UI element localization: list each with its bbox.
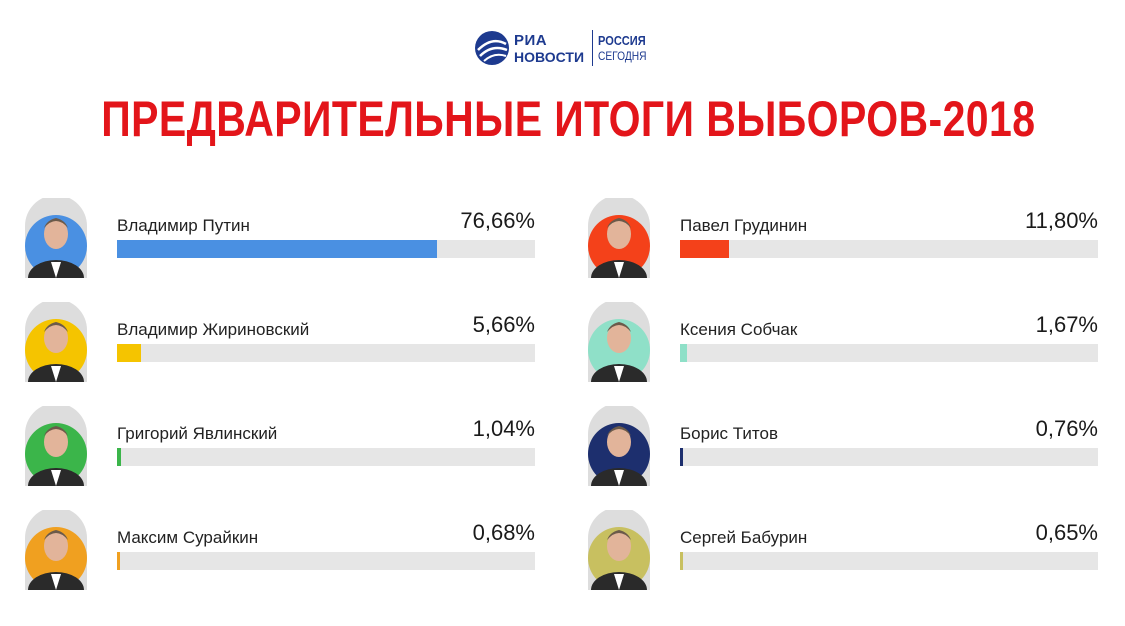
logo-segodnya-text: СЕГОДНЯ — [598, 49, 647, 63]
candidate-avatar — [588, 406, 650, 486]
candidate-avatar — [588, 510, 650, 590]
bar-fill — [680, 344, 687, 362]
bar-fill — [680, 552, 683, 570]
logo-novosti-text: НОВОСТИ — [514, 49, 585, 65]
candidate-row: Сергей Бабурин 0,65% — [588, 510, 1098, 596]
bar-fill — [117, 344, 141, 362]
bar-track — [680, 240, 1098, 258]
candidate-name: Ксения Собчак — [680, 320, 798, 339]
candidate-percent: 1,67% — [1035, 312, 1098, 337]
logo-rossiya-text: РОССИЯ — [598, 33, 646, 48]
candidate-row: Максим Сурайкин 0,68% — [25, 510, 535, 596]
candidate-percent: 0,65% — [1035, 520, 1098, 545]
bar-fill — [117, 240, 438, 258]
bar-track — [680, 552, 1098, 570]
candidate-name: Павел Грудинин — [680, 216, 808, 235]
candidate-name: Борис Титов — [680, 424, 778, 443]
ria-novosti-logo: РИА НОВОСТИ РОССИЯ СЕГОДНЯ — [474, 28, 654, 68]
candidate-row: Борис Титов 0,76% — [588, 406, 1098, 492]
bar-fill — [680, 448, 684, 466]
bar-track — [680, 448, 1098, 466]
candidate-row: Григорий Явлинский 1,04% — [25, 406, 535, 492]
candidate-row: Владимир Путин 76,66% — [25, 198, 535, 284]
candidate-name: Максим Сурайкин — [117, 528, 259, 547]
candidate-percent: 11,80% — [1025, 208, 1098, 233]
candidate-avatar — [588, 198, 650, 278]
logo-divider — [592, 30, 593, 66]
bar-fill — [680, 240, 730, 258]
bar-track — [680, 344, 1098, 362]
candidate-avatar — [25, 510, 87, 590]
chart-title: ПРЕДВАРИТЕЛЬНЫЕ ИТОГИ ВЫБОРОВ-2018 — [101, 91, 1036, 147]
globe-icon — [475, 31, 509, 65]
candidate-name: Григорий Явлинский — [117, 424, 278, 443]
candidate-avatar — [25, 198, 87, 278]
logo-ria-text: РИА — [514, 32, 548, 49]
candidate-percent: 1,04% — [472, 416, 535, 441]
candidate-avatar — [588, 302, 650, 382]
bar-track — [117, 240, 535, 258]
bar-fill — [117, 552, 120, 570]
bar-track — [117, 552, 535, 570]
candidate-percent: 0,68% — [472, 520, 535, 545]
bar-fill — [117, 448, 122, 466]
candidate-avatar — [25, 302, 87, 382]
candidate-row: Владимир Жириновский 5,66% — [25, 302, 535, 388]
candidate-row: Ксения Собчак 1,67% — [588, 302, 1098, 388]
candidate-row: Павел Грудинин 11,80% — [588, 198, 1098, 284]
candidate-percent: 76,66% — [460, 208, 535, 233]
candidate-name: Владимир Путин — [117, 216, 250, 235]
candidate-name: Владимир Жириновский — [117, 320, 310, 339]
candidate-name: Сергей Бабурин — [680, 528, 808, 547]
candidate-avatar — [25, 406, 87, 486]
bar-track — [117, 344, 535, 362]
candidate-percent: 5,66% — [472, 312, 535, 337]
candidate-percent: 0,76% — [1035, 416, 1098, 441]
bar-track — [117, 448, 535, 466]
